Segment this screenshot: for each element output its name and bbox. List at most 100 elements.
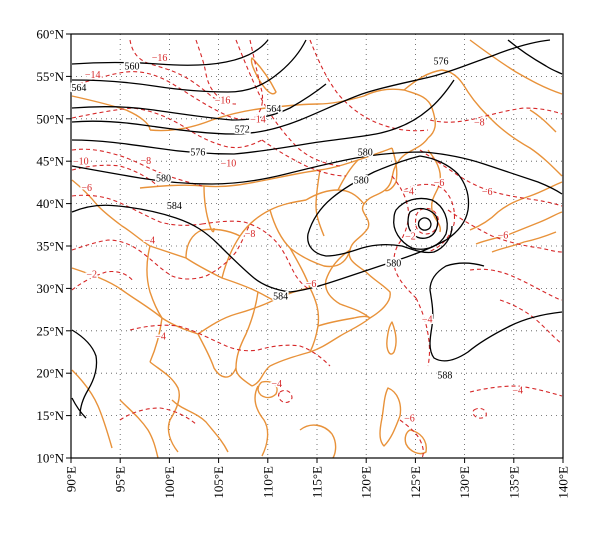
temp-contour-minus-6-west <box>71 194 203 226</box>
lon-tick-label: 110°E <box>260 466 275 498</box>
lon-tick-label: 130°E <box>457 466 472 499</box>
central-asia-border <box>71 95 151 131</box>
ticks-layer <box>66 33 564 463</box>
temp-contour-minus-4-ssw <box>119 407 197 425</box>
lat-tick-label: 50°N <box>36 111 64 126</box>
temp-contour-minus-6-center <box>201 220 311 291</box>
temperature-contour-label: −6 <box>482 187 493 198</box>
temp-contour-minus-10-east <box>261 139 347 177</box>
geopotential-contour-label: 588 <box>437 370 452 381</box>
lat-tick-label: 55°N <box>36 69 64 84</box>
lon-tick-label: 105°E <box>211 466 226 499</box>
lat-tick-label: 10°N <box>36 451 64 466</box>
china-west-border <box>71 179 187 259</box>
geopotential-labels: 560 564 564 572 576 576 580 580 580 584 580 584 588 <box>70 55 454 383</box>
temperature-contour-label: −6 <box>404 414 415 425</box>
height-contour-580-north <box>71 151 563 195</box>
lon-axis-labels: 90°E 95°E 100°E 105°E 110°E 115°E 120°E 125°E 13… <box>64 466 571 499</box>
russia-far-east <box>469 39 563 95</box>
lat-tick-label: 25°N <box>36 323 64 338</box>
temp-contour-minus-4-west <box>71 239 207 280</box>
lon-tick-label: 95°E <box>113 466 128 492</box>
temp-contour-minus-2-west <box>71 270 135 291</box>
mongolia-south-border <box>139 147 393 189</box>
liaoning <box>384 147 398 192</box>
lat-tick-label: 30°N <box>36 281 64 296</box>
lon-tick-label: 115°E <box>310 466 325 498</box>
temp-contour-minus-6-sse <box>399 419 424 458</box>
lat-tick-label: 15°N <box>36 408 64 423</box>
temp-contour-minus-16-inner <box>195 39 221 99</box>
temperature-contour-label: −8 <box>140 156 151 167</box>
temperature-contour-label: −16 <box>215 96 231 107</box>
temperature-contour-label: −6 <box>81 183 92 194</box>
lat-tick-label: 35°N <box>36 239 64 254</box>
temp-contour-minus-4-south-b <box>257 344 331 367</box>
temp-contour-minus-4-se <box>415 297 431 367</box>
province-10 <box>185 228 241 259</box>
temperature-contour-label: −10 <box>221 158 237 169</box>
himalaya-border <box>71 267 199 335</box>
temp-contour-minus-16-west <box>129 39 237 105</box>
temp-contour-southeast <box>499 299 563 345</box>
hainan <box>257 380 278 399</box>
province-3 <box>221 199 307 279</box>
lon-tick-label: 140°E <box>556 466 571 499</box>
temperature-contour-label: −16 <box>152 53 168 64</box>
temp-contour-minus-6-south <box>447 209 563 253</box>
province-1 <box>197 287 311 335</box>
temp-contour-east-south <box>469 268 563 301</box>
lon-tick-label: 120°E <box>359 466 374 499</box>
myanmar-border <box>149 361 180 453</box>
height-contour-588-west-1 <box>71 329 98 417</box>
grid-lines <box>71 34 563 458</box>
lon-tick-label: 90°E <box>64 466 79 492</box>
lat-tick-label: 60°N <box>36 27 64 42</box>
temp-contour-minus-8-west <box>71 164 159 187</box>
height-contour-580-trough <box>307 155 453 257</box>
height-contour-576-west <box>71 79 455 155</box>
temperature-contour-label: −4 <box>271 379 282 390</box>
province-8 <box>305 189 365 205</box>
temp-contour-minus-14-north <box>249 39 264 119</box>
height-contour-low-center <box>417 217 432 231</box>
height-contour-584-east <box>289 155 470 293</box>
lake-baikal <box>250 57 277 95</box>
province-12 <box>324 249 371 319</box>
manchuria-border <box>363 88 436 139</box>
temperature-contour-label: −10 <box>73 157 89 168</box>
boundaries-layer <box>71 39 563 458</box>
temp-contour-minus-6-east <box>419 149 563 207</box>
geopotential-contour-label: 560 <box>125 62 140 73</box>
geopotential-contour-label: 572 <box>235 124 250 135</box>
india-coast <box>71 369 113 449</box>
temperature-contour-label: −4 <box>403 186 414 197</box>
height-contour-568 <box>71 83 327 121</box>
temp-contour-minus-10-center <box>235 39 341 167</box>
lat-tick-label: 20°N <box>36 366 64 381</box>
province-14 <box>149 317 163 363</box>
height-contour-588-west-2 <box>71 397 87 419</box>
bay-of-bengal <box>119 399 159 458</box>
borneo <box>299 424 337 458</box>
province-16 <box>203 185 215 233</box>
geopotential-contour-label: 580 <box>386 258 401 269</box>
geopotential-contour-label: 576 <box>190 147 205 158</box>
province-11 <box>289 247 311 289</box>
japan-kyushu <box>469 181 563 231</box>
temperature-contour-label: −4 <box>512 386 523 397</box>
temperature-contours <box>71 39 563 458</box>
height-contour-584 <box>71 204 291 293</box>
lon-tick-label: 125°E <box>408 466 423 499</box>
province-4 <box>269 209 351 268</box>
geopotential-contour-label: 580 <box>358 147 373 158</box>
temp-contour-minus-14 <box>71 71 255 120</box>
geopotential-contour-label: 564 <box>266 104 281 115</box>
temp-contour-minus-4-center <box>205 223 251 277</box>
lon-tick-label: 135°E <box>506 466 521 499</box>
indochina-west <box>171 399 229 453</box>
lat-tick-label: 40°N <box>36 196 64 211</box>
lat-axis-labels: 60°N 55°N 50°N 45°N 40°N 35°N 30°N 25°N 20°N 15°N… <box>36 27 64 466</box>
temperature-contour-label: −2 <box>86 269 97 280</box>
